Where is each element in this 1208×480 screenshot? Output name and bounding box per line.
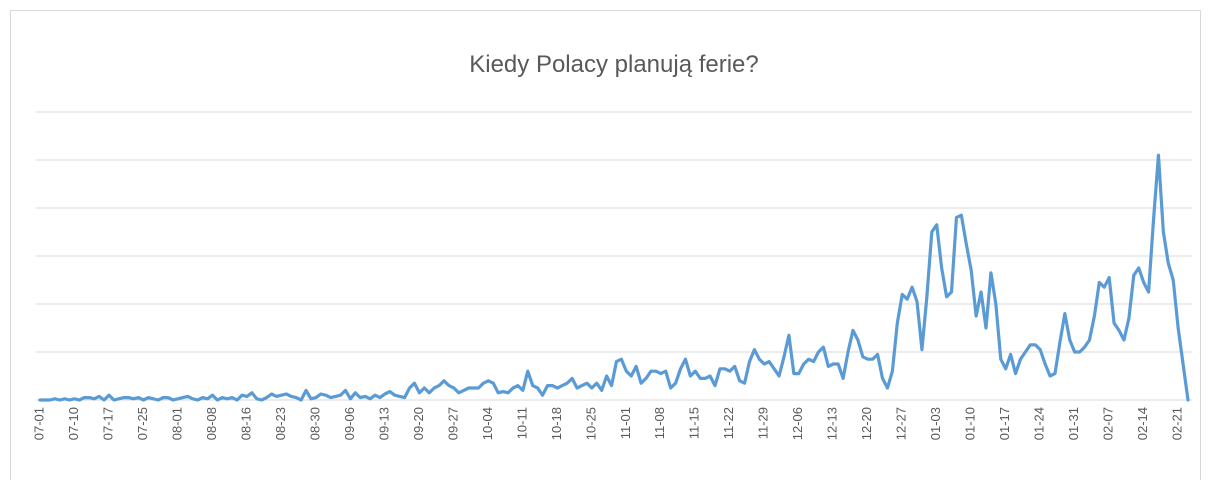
x-tick-label: 08-08 [204, 407, 219, 440]
x-tick-label: 10-04 [480, 407, 495, 440]
x-tick-label: 10-18 [549, 407, 564, 440]
x-tick-label: 11-08 [652, 407, 667, 439]
x-tick-label: 07-01 [31, 407, 46, 440]
x-tick-label: 02-21 [1170, 407, 1185, 440]
x-tick-label: 01-31 [1066, 407, 1081, 440]
x-tick-label: 08-16 [238, 407, 253, 440]
x-tick-label: 07-25 [135, 407, 150, 440]
chart-title: Kiedy Polacy planują ferie? [469, 51, 759, 78]
chart-border [10, 10, 1201, 480]
x-tick-label: 12-13 [825, 407, 840, 440]
x-tick-label: 01-03 [928, 407, 943, 440]
x-tick-label: 10-25 [583, 407, 598, 440]
x-tick-label: 01-10 [963, 407, 978, 440]
x-tick-label: 12-27 [894, 407, 909, 440]
x-tick-label: 02-14 [1135, 407, 1150, 440]
x-tick-label: 09-13 [376, 407, 391, 440]
x-tick-label: 11-29 [756, 407, 771, 439]
x-tick-label: 10-11 [514, 407, 529, 439]
x-tick-label: 11-22 [721, 407, 736, 439]
x-tick-label: 09-20 [411, 407, 426, 440]
x-tick-label: 09-27 [445, 407, 460, 440]
x-tick-label: 07-17 [100, 407, 115, 440]
x-tick-label: 09-06 [342, 407, 357, 440]
x-tick-label: 08-01 [169, 407, 184, 440]
x-tick-label: 12-06 [790, 407, 805, 440]
x-tick-label: 01-17 [997, 407, 1012, 440]
x-tick-label: 08-23 [273, 407, 288, 440]
x-tick-label: 01-24 [1032, 407, 1047, 440]
x-tick-label: 08-30 [307, 407, 322, 440]
x-tick-label: 02-07 [1101, 407, 1116, 440]
x-tick-label: 12-20 [859, 407, 874, 440]
x-tick-label: 11-01 [618, 407, 633, 439]
x-tick-label: 11-15 [687, 407, 702, 439]
x-tick-label: 07-10 [66, 407, 81, 440]
data-line [38, 153, 1190, 402]
